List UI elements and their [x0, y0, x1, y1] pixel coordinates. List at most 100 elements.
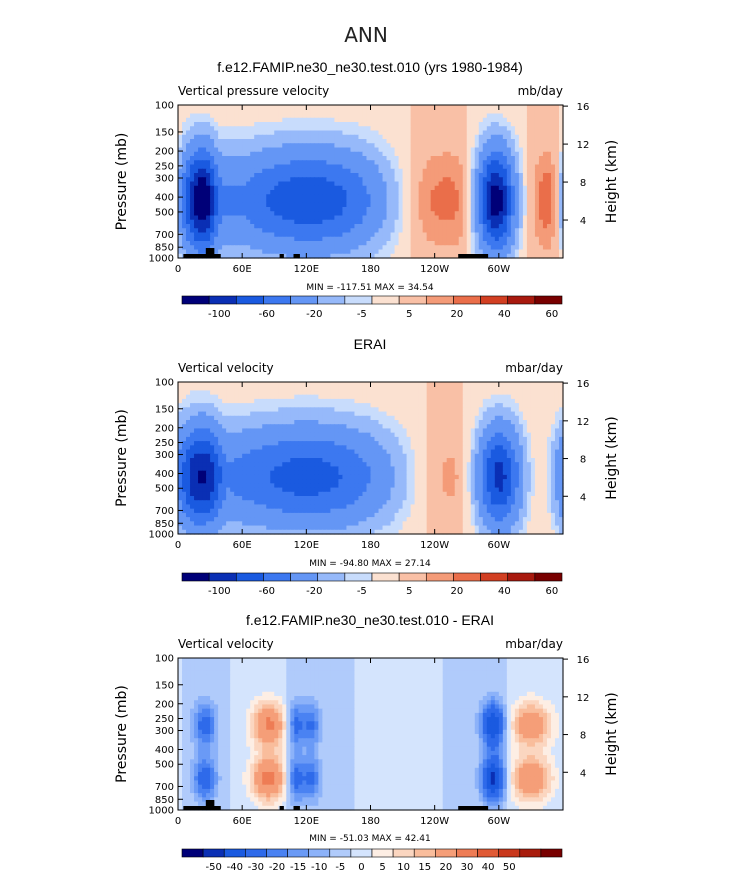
heatmap-cell [282, 390, 287, 396]
heatmap-cell [478, 211, 484, 217]
heatmap-cell [454, 181, 460, 187]
heatmap-cell [498, 117, 504, 123]
heatmap-cell [298, 190, 303, 195]
heatmap-cell [306, 185, 311, 191]
heatmap-cell [482, 139, 488, 144]
heatmap-cell [398, 173, 404, 178]
heatmap-cell [538, 420, 544, 425]
heatmap-cell [306, 390, 311, 396]
heatmap-cell [518, 164, 524, 170]
panel-1-units-label: mb/day [518, 84, 563, 98]
heatmap-cell [478, 181, 484, 187]
heatmap-cell [238, 211, 243, 217]
heatmap-cell [262, 185, 267, 191]
heatmap-cell [206, 407, 211, 413]
heatmap-cell [198, 194, 203, 200]
heatmap-cell [554, 228, 560, 234]
heatmap-cell [458, 130, 464, 136]
heatmap-cell [366, 168, 372, 174]
heatmap-cell [558, 198, 564, 204]
heatmap-cell [266, 253, 271, 259]
heatmap-cell [182, 181, 187, 187]
heatmap-cell [550, 156, 556, 161]
heatmap-cell [386, 386, 392, 392]
heatmap-cell [462, 109, 468, 115]
heatmap-cell [406, 207, 412, 212]
heatmap-cell [342, 394, 348, 400]
heatmap-cell [222, 436, 227, 442]
heatmap-cell [266, 241, 271, 246]
heatmap-cell [290, 202, 295, 208]
heatmap-cell [530, 198, 536, 204]
heatmap-cell [186, 398, 191, 404]
heatmap-cell [294, 151, 299, 157]
heatmap-cell [558, 390, 564, 396]
heatmap-cell [326, 382, 331, 387]
heatmap-cell [494, 194, 500, 200]
heatmap-cell [306, 241, 311, 246]
heatmap-cell [530, 249, 536, 255]
heatmap-cell [286, 424, 291, 430]
heatmap-cell [346, 109, 352, 115]
heatmap-cell [522, 198, 528, 204]
heatmap-cell [258, 117, 263, 123]
heatmap-cell [474, 390, 480, 396]
heatmap-cell [266, 156, 271, 161]
heatmap-cell [542, 156, 548, 161]
heatmap-cell [186, 249, 191, 255]
heatmap-cell [218, 436, 223, 442]
heatmap-cell [266, 436, 271, 442]
heatmap-cell [490, 113, 496, 119]
heatmap-cell [310, 424, 315, 430]
heatmap-cell [474, 143, 480, 149]
heatmap-cell [210, 441, 215, 446]
heatmap-cell [510, 219, 516, 225]
heatmap-cell [266, 211, 271, 217]
heatmap-cell [282, 151, 287, 157]
heatmap-cell [226, 164, 231, 170]
heatmap-cell [282, 241, 287, 246]
heatmap-cell [446, 109, 452, 115]
heatmap-cell [214, 394, 219, 400]
heatmap-cell [546, 386, 552, 392]
heatmap-cell [450, 151, 456, 157]
heatmap-cell [526, 143, 532, 149]
heatmap-cell [494, 386, 500, 392]
heatmap-cell [286, 130, 291, 136]
heatmap-cell [510, 156, 516, 161]
heatmap-cell [274, 122, 279, 127]
heatmap-cell [246, 411, 251, 417]
heatmap-cell [538, 181, 544, 187]
heatmap-cell [302, 190, 307, 195]
heatmap-cell [262, 411, 267, 417]
heatmap-cell [278, 143, 283, 149]
heatmap-cell [486, 382, 492, 387]
heatmap-cell [442, 249, 448, 255]
heatmap-cell [422, 105, 428, 110]
heatmap-cell [546, 232, 552, 238]
heatmap-cell [442, 224, 448, 229]
heatmap-cell [482, 407, 488, 413]
heatmap-cell [510, 386, 516, 392]
heatmap-cell [342, 407, 348, 413]
heatmap-cell [318, 105, 323, 110]
heatmap-cell [354, 207, 360, 212]
heatmap-cell [334, 156, 340, 161]
heatmap-cell [294, 403, 299, 408]
heatmap-cell [386, 224, 392, 229]
heatmap-cell [414, 105, 420, 110]
heatmap-cell [434, 228, 440, 234]
heatmap-cell [346, 428, 352, 434]
heatmap-cell [374, 386, 380, 392]
heatmap-cell [494, 390, 500, 396]
heatmap-cell [282, 415, 287, 421]
heatmap-cell [206, 428, 211, 434]
heatmap-cell [506, 156, 512, 161]
heatmap-cell [358, 407, 364, 413]
heatmap-cell [274, 207, 279, 212]
heatmap-cell [190, 207, 195, 212]
heatmap-cell [198, 202, 203, 208]
heatmap-cell [322, 424, 327, 430]
heatmap-cell [242, 134, 247, 140]
heatmap-cell [214, 407, 219, 413]
